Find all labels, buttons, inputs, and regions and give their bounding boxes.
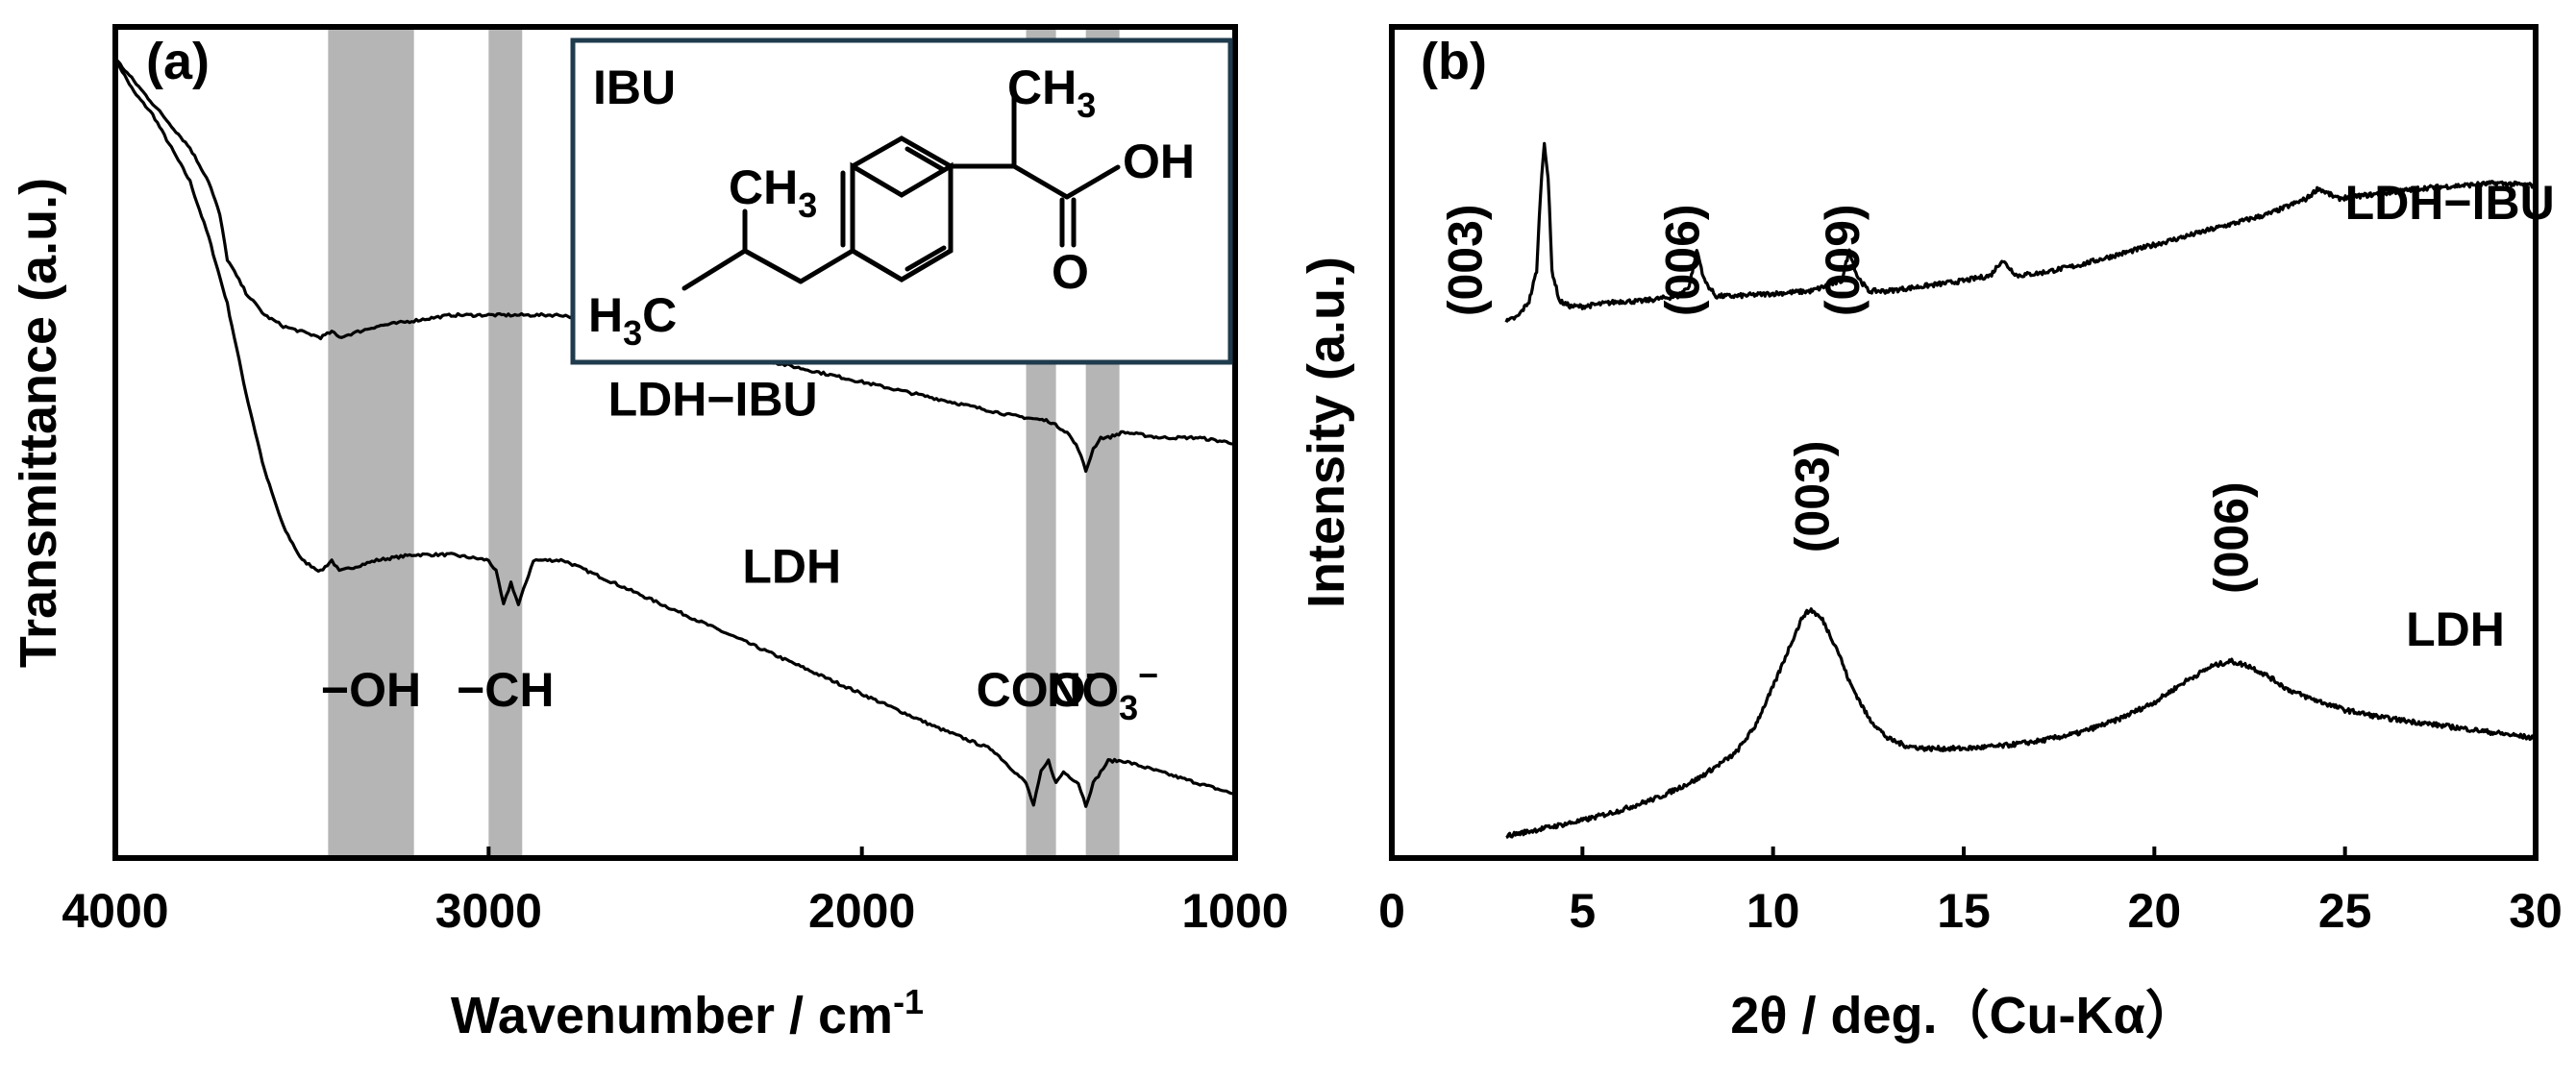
peak-label-3: (003) — [1785, 441, 1839, 553]
peak-label-0: (003) — [1438, 204, 1492, 316]
panel-a-label: (a) — [146, 33, 210, 90]
tick-label-a-2: 2000 — [808, 884, 915, 938]
peak-label-1: (006) — [1655, 204, 1709, 316]
series-label-b-1: LDH — [2406, 602, 2505, 656]
panel-a-plot-frame — [112, 24, 1238, 861]
series-label-a-1: LDH — [742, 539, 841, 593]
band-label-1: −CH — [457, 663, 554, 717]
panel-b-xrd: 0 5 10 15 20 25 30 (003) (006) (009) (003) (006) L… — [1298, 24, 2563, 1044]
panel-b-series-labels: LDH−IBU LDH — [2345, 176, 2555, 656]
tick-label-b-2: 10 — [1746, 884, 1800, 938]
inset-frame — [570, 37, 1233, 365]
tick-label-a-1: 3000 — [435, 884, 542, 938]
series-b-1 — [1505, 607, 2538, 840]
carbonyl-o-group: O — [1052, 245, 1089, 299]
band-1 — [488, 27, 523, 858]
peak-labels: (003) (006) (009) (003) (006) — [1438, 204, 2258, 594]
tick-label-b-6: 30 — [2509, 884, 2563, 938]
panel-a-series-labels: LDH−IBU LDH — [608, 372, 842, 593]
tick-label-b-0: 0 — [1378, 884, 1405, 938]
band-labels: −OH −CH COO−NO3− — [321, 655, 1158, 727]
tick-label-a-3: 1000 — [1181, 884, 1288, 938]
panel-b-label: (b) — [1421, 33, 1487, 90]
ibu-skeletal-bonds — [681, 88, 1121, 291]
inset-title: IBU — [593, 61, 676, 114]
tick-label-a-0: 4000 — [62, 884, 168, 938]
band-label-0: −OH — [321, 663, 421, 717]
panel-a-y-axis-title: Transmittance (a.u.) — [10, 178, 67, 668]
ch3-top-group: CH3 — [1007, 61, 1096, 125]
tick-label-b-5: 25 — [2318, 884, 2372, 938]
ibu-structure-inset: IBU CH3 CH3 H3C OH O — [570, 37, 1233, 365]
panel-b-x-axis-title: 2θ / deg.（Cu-Kα） — [1730, 987, 2196, 1044]
oh-group: OH — [1123, 135, 1195, 188]
panel-b-curves — [1504, 141, 2538, 840]
series-a-0 — [114, 59, 1236, 808]
series-label-a-0: LDH−IBU — [608, 372, 818, 426]
peak-label-2: (009) — [1816, 204, 1870, 316]
series-label-b-0: LDH−IBU — [2345, 176, 2555, 230]
panel-a-x-ticks: 4000 3000 2000 1000 — [62, 847, 1289, 938]
band-label-2: COO− — [977, 655, 1106, 717]
panel-b-plot-frame — [1389, 24, 2539, 861]
peak-label-4: (006) — [2205, 481, 2259, 594]
tick-label-b-3: 15 — [1937, 884, 1991, 938]
band-0 — [328, 27, 414, 858]
band-label-3: NO3− — [1047, 655, 1158, 727]
ch3-isobutyl-group: CH3 — [729, 160, 817, 225]
tick-label-b-4: 20 — [2128, 884, 2182, 938]
panel-b-y-axis-title: Intensity (a.u.) — [1298, 257, 1355, 608]
panel-b-x-ticks: 0 5 10 15 20 25 30 — [1378, 847, 2563, 938]
h3c-group: H3C — [588, 288, 677, 353]
tick-label-b-1: 5 — [1569, 884, 1596, 938]
panel-a-x-axis-title: Wavenumber / cm-1 — [451, 982, 924, 1044]
series-b-0 — [1504, 141, 2538, 323]
panel-a-ftir: 4000 3000 2000 1000 −OH −CH COO−NO3− LDH−IBUL… — [10, 24, 1289, 1044]
